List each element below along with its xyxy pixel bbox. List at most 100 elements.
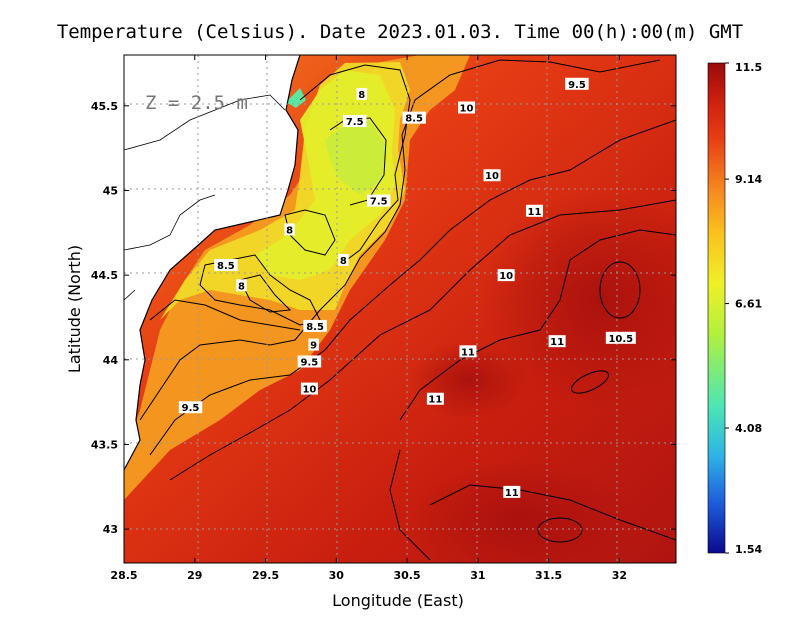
contour-label-box (300, 382, 318, 395)
contour-label: 11 (426, 392, 444, 406)
contour-label-text: 11 (428, 395, 442, 406)
contour-label: 10 (483, 169, 501, 182)
contour-label-box (303, 319, 327, 332)
contour-label: 7.5 (342, 115, 367, 128)
colorbar-tick-label: 11.5 (735, 61, 762, 74)
contour-label: 8 (338, 253, 349, 267)
contour-label-box (214, 258, 238, 271)
contour-label-text: 11 (550, 337, 564, 348)
contour-label: 10 (300, 382, 318, 396)
contour-label-box (367, 194, 391, 207)
contour-label-text: 10.5 (608, 334, 633, 345)
contour-label-text: 10 (485, 171, 499, 182)
x-tick-label: 29.5 (252, 569, 279, 582)
contour-label-box (236, 279, 247, 292)
contour-label-box (178, 401, 203, 414)
contour-label-box (356, 87, 368, 100)
contour-lines (139, 59, 676, 561)
contour-label-text: 8 (238, 281, 245, 292)
contour-label-box (426, 392, 444, 405)
x-tick-label: 31.5 (535, 569, 562, 582)
contour-label: 8 (356, 87, 368, 101)
colorbar: 11.5 9.14 6.61 4.08 1.54 (707, 61, 762, 556)
contour-label-text: 11 (461, 347, 475, 358)
contour-label: 9.5 (297, 355, 322, 368)
y-tick-label: 45.5 (91, 100, 118, 113)
warm-core-east (480, 190, 676, 410)
contour-label-text: 9 (310, 341, 317, 352)
y-tick-label: 43.5 (91, 438, 118, 451)
contour-label-box (548, 335, 566, 348)
contour-label-text: 8 (358, 90, 365, 101)
contour-label-box (605, 331, 636, 344)
contour-label-box (338, 253, 349, 266)
contour-label: 8 (236, 279, 247, 292)
depth-annotation: Z = 2.5 m (145, 92, 248, 114)
contour-label: 8 (284, 223, 295, 236)
land-mass (124, 55, 300, 470)
x-tick-label: 32 (612, 569, 627, 582)
y-tick-label: 44.5 (91, 269, 118, 282)
contour-label: 10 (458, 101, 476, 114)
contour-label-box (483, 169, 501, 182)
contour-label-text: 8 (286, 225, 293, 236)
x-tick-label: 28.5 (110, 569, 137, 582)
contour-label-box (297, 355, 322, 368)
contour-label-box (342, 115, 367, 128)
shelf-band-green (325, 120, 385, 195)
contour-label: 8.5 (303, 319, 327, 333)
contour-label: 7.5 (367, 194, 391, 208)
coastline (124, 55, 301, 471)
contour-label: 8.5 (402, 111, 426, 125)
x-tick-label: 31 (470, 569, 485, 582)
colorbar-tick-label: 1.54 (735, 543, 762, 556)
contour-label-box (497, 269, 515, 282)
y-axis-title: Latitude (North) (65, 245, 84, 373)
contour-label: 11 (459, 345, 477, 358)
x-tick-label: 29 (187, 569, 202, 582)
y-tick-label: 43 (103, 523, 118, 536)
contour-label-text: 10 (460, 103, 474, 114)
contour-label: 11 (548, 335, 566, 348)
x-axis: 28.5 29 29.5 30 30.5 31 31.5 32 (110, 55, 627, 582)
y-axis: 43 43.5 44 44.5 45 45.5 (91, 100, 676, 536)
contour-label-text: 8.5 (217, 261, 235, 272)
contour-label-text: 7.5 (370, 197, 388, 208)
contour-label-box (284, 223, 295, 236)
warm-core-south (410, 460, 630, 563)
contour-label: 9 (308, 338, 319, 352)
chart-title: Temperature (Celsius). Date 2023.01.03. … (57, 21, 743, 43)
contour-label-text: 11 (505, 488, 519, 499)
contour-label-text: 9.5 (182, 403, 200, 414)
contour-label: 8.5 (214, 258, 238, 272)
coastal-cold-patch (286, 88, 306, 108)
contour-label: 9.5 (565, 77, 589, 91)
contour-label: 10.5 (605, 331, 636, 345)
contour-label-box (525, 204, 543, 217)
contour-label-text: 8 (340, 256, 347, 267)
plot-frame (123, 54, 677, 564)
contour-label-text: 11 (528, 207, 542, 218)
contour-label: 9.5 (178, 401, 203, 414)
contour-label: 11 (525, 204, 543, 218)
contour-label-box (402, 111, 426, 124)
x-tick-label: 30 (329, 569, 345, 582)
contour-label-box (308, 338, 319, 351)
colorbar-ticks: 11.5 9.14 6.61 4.08 1.54 (725, 61, 762, 556)
contour-label-text: 9.5 (301, 357, 319, 368)
contour-label: 11 (503, 485, 521, 499)
inland-border (124, 94, 286, 301)
contour-label-text: 9.5 (568, 80, 586, 91)
contour-label-box (565, 77, 589, 90)
contour-label-text: 10 (499, 271, 513, 282)
y-tick-label: 44 (103, 354, 119, 367)
x-axis-title: Longitude (East) (332, 591, 464, 610)
contour-label-text: 10 (302, 385, 316, 396)
x-tick-label: 30.5 (394, 569, 421, 582)
contour-label: 10 (497, 269, 515, 282)
grid-lines (124, 55, 676, 563)
colorbar-tick-label: 9.14 (735, 173, 762, 186)
